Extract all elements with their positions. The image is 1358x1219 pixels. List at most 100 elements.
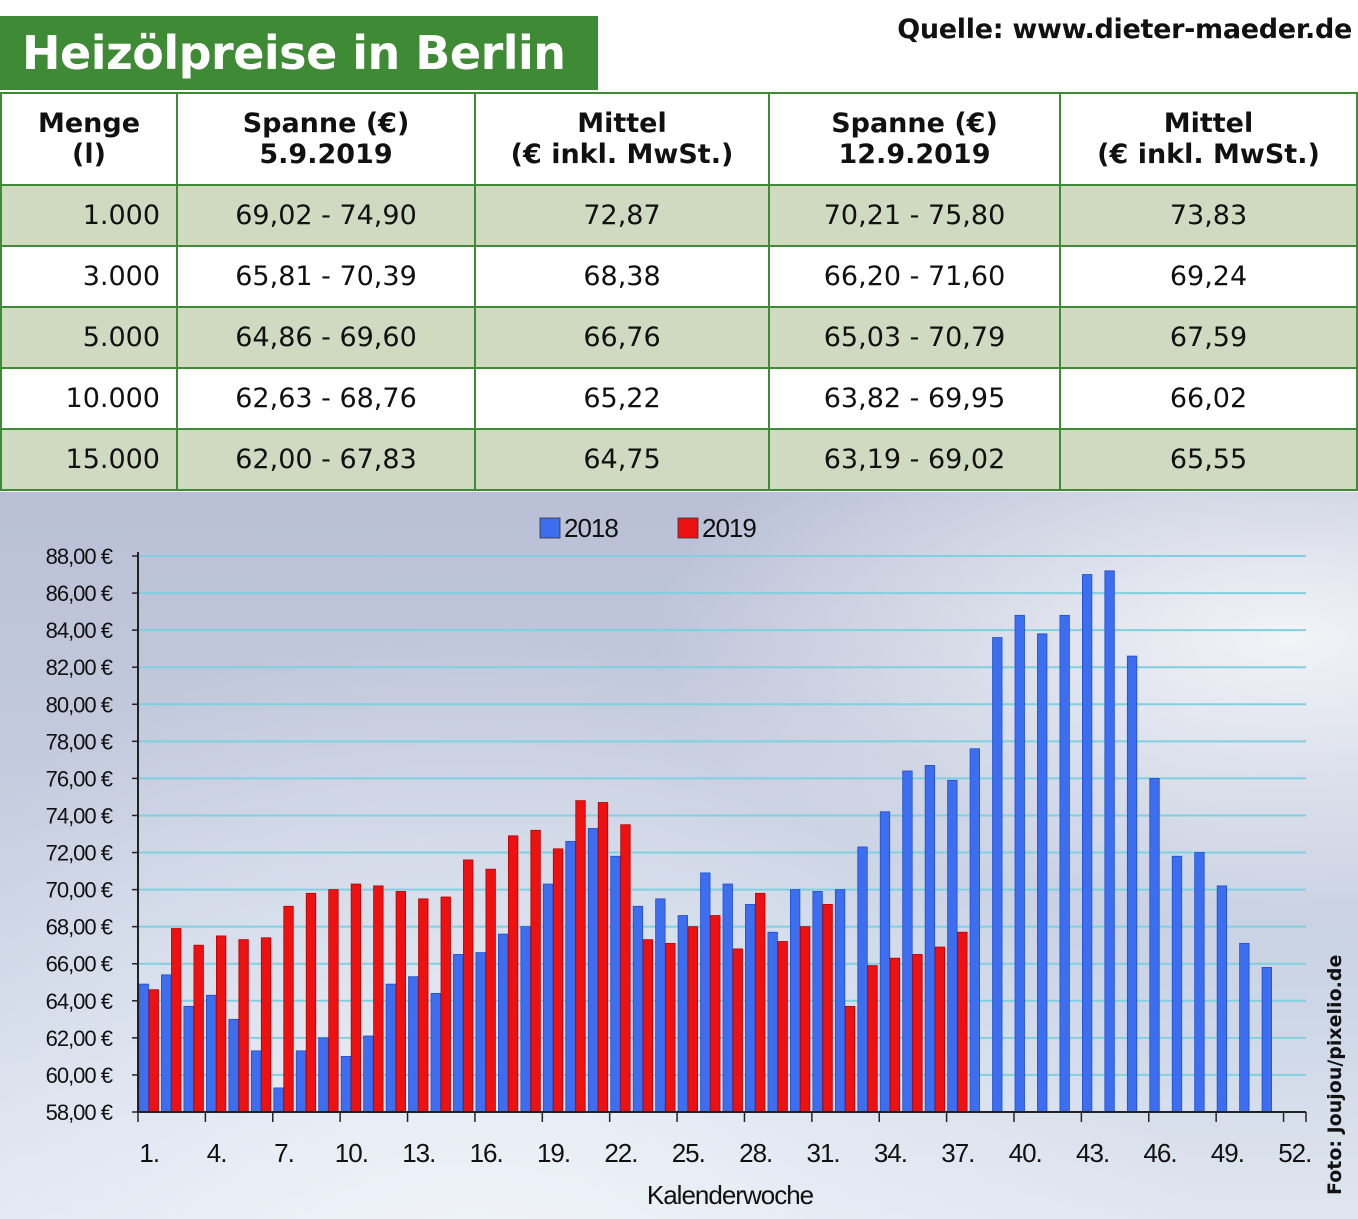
table-cell: 66,02 (1059, 367, 1358, 430)
bar-2018 (475, 952, 486, 1113)
bar-2018 (812, 891, 823, 1113)
bar-2019 (440, 896, 451, 1113)
table-cell: 73,83 (1059, 184, 1358, 247)
x-tick-label: 46. (1143, 1138, 1176, 1168)
x-tick-label: 37. (941, 1138, 974, 1168)
bar-2018 (677, 915, 688, 1113)
x-tick-label: 16. (470, 1138, 503, 1168)
bar-2018 (1104, 570, 1115, 1113)
bar-2019 (193, 944, 204, 1113)
table-cell: 68,38 (474, 245, 770, 308)
y-tick-label: 72,00 € (46, 841, 113, 866)
legend-swatch (677, 517, 699, 539)
bar-2018 (228, 1018, 239, 1113)
bar-2019 (575, 800, 586, 1113)
bar-2019 (418, 898, 429, 1113)
bar-2019 (867, 965, 878, 1113)
bar-2018 (745, 904, 756, 1113)
bar-2019 (822, 904, 833, 1113)
bar-2018 (363, 1035, 374, 1113)
header-line: Mittel (1163, 108, 1254, 139)
bar-2018 (610, 855, 621, 1113)
bar-2019 (889, 957, 901, 1113)
bar-2018 (857, 846, 868, 1113)
x-tick-label: 13. (402, 1138, 435, 1168)
header-line: 5.9.2019 (259, 139, 393, 170)
bar-2019 (530, 829, 541, 1113)
bar-2019 (957, 931, 968, 1113)
header-mittel-2: Mittel (€ inkl. MwSt.) (1059, 92, 1358, 186)
y-tick-label: 74,00 € (46, 803, 113, 828)
bar-2018 (1149, 777, 1160, 1113)
bar-2018 (587, 828, 599, 1113)
bar-2018 (408, 976, 419, 1113)
bar-2019 (934, 946, 946, 1113)
table-cell: 64,75 (474, 428, 770, 491)
bar-2019 (350, 883, 362, 1113)
header-line: Spanne (€) (242, 108, 410, 139)
bar-2018 (1037, 633, 1048, 1113)
bar-2019 (687, 926, 698, 1113)
header-line: 12.9.2019 (838, 139, 991, 170)
bar-2018 (1216, 885, 1228, 1113)
bar-2018 (789, 889, 801, 1113)
table-cell: 66,76 (474, 306, 770, 369)
bar-2019 (732, 948, 743, 1113)
x-tick-label: 1. (139, 1138, 159, 1168)
bar-2019 (799, 926, 811, 1113)
table-cell: 72,87 (474, 184, 770, 247)
bar-2018 (250, 1050, 262, 1113)
header-menge: Menge (l) (0, 92, 178, 186)
bar-2018 (340, 1056, 352, 1113)
bar-2019 (485, 868, 496, 1113)
page-title: Heizölpreise in Berlin (22, 26, 566, 80)
bar-2018 (834, 889, 846, 1113)
table-cell: 5.000 (0, 306, 178, 369)
bar-2018 (655, 898, 666, 1113)
bar-2018 (1059, 614, 1070, 1113)
table-cell: 65,03 - 70,79 (768, 306, 1061, 369)
header-line: (l) (72, 139, 106, 170)
y-tick-label: 64,00 € (46, 989, 113, 1014)
y-tick-label: 62,00 € (46, 1026, 113, 1051)
bar-2019 (283, 905, 294, 1113)
bar-2018 (161, 974, 172, 1113)
bar-2018 (138, 983, 149, 1113)
legend-label: 2019 (702, 513, 756, 543)
table-header-row: Menge (l) Spanne (€) 5.9.2019 Mittel (€ ink… (0, 92, 1358, 186)
bar-2019 (260, 937, 272, 1113)
source-note: Quelle: www.dieter-maeder.de (897, 14, 1352, 45)
bar-2018 (318, 1037, 329, 1113)
bar-2018 (700, 872, 711, 1113)
bar-2018 (183, 1005, 194, 1113)
bar-2019 (507, 835, 519, 1113)
bar-2018 (1171, 855, 1183, 1113)
table-row: 15.000 62,00 - 67,83 64,75 63,19 - 69,02… (0, 428, 1358, 491)
bar-2019 (463, 859, 474, 1113)
x-tick-label: 28. (739, 1138, 772, 1168)
table-cell: 70,21 - 75,80 (768, 184, 1061, 247)
table-row: 3.000 65,81 - 70,39 68,38 66,20 - 71,60 … (0, 245, 1358, 308)
bar-2019 (912, 954, 923, 1113)
legend-swatch (539, 517, 561, 539)
bar-2018 (1261, 967, 1272, 1113)
chart-area: 58,00 € 60,00 € 62,00 € 64,00 € 66,00 € 68,00… (0, 492, 1358, 1219)
table-cell: 10.000 (0, 367, 178, 430)
y-tick-label: 78,00 € (46, 729, 113, 754)
header-line: Spanne (€) (831, 108, 998, 139)
bar-2018 (430, 992, 441, 1113)
y-tick-label: 76,00 € (46, 766, 113, 791)
bar-2019 (665, 942, 676, 1113)
bar-2019 (777, 941, 788, 1113)
header-mittel-1: Mittel (€ inkl. MwSt.) (474, 92, 770, 186)
bar-2018 (295, 1050, 307, 1113)
bar-2018 (497, 933, 509, 1113)
bar-2018 (542, 883, 554, 1113)
y-tick-label: 68,00 € (46, 915, 113, 940)
bar-2018 (1126, 655, 1138, 1113)
bar-2019 (171, 928, 182, 1113)
y-tick-label: 84,00 € (46, 618, 113, 643)
table-cell: 69,02 - 74,90 (176, 184, 476, 247)
table-cell: 63,82 - 69,95 (768, 367, 1061, 430)
header-line: Menge (37, 108, 141, 139)
